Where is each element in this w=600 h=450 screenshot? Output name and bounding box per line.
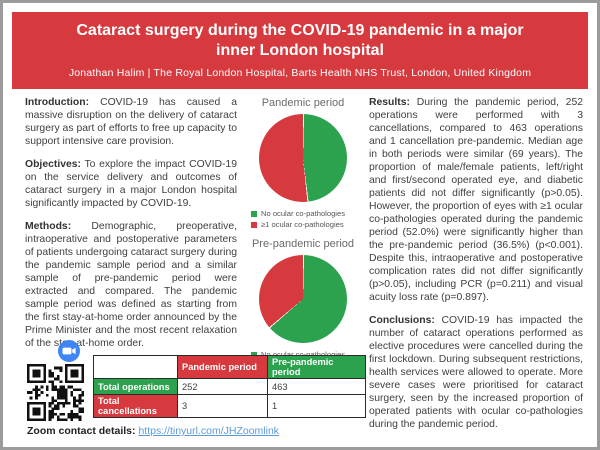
left-column: Introduction: COVID-19 has caused a mass…	[25, 96, 237, 360]
pre-pandemic-pie-title: Pre-pandemic period	[251, 238, 355, 250]
legend-item: ≥1 ocular co-pathologies	[251, 220, 365, 231]
row-label-total-cancellations: Total cancellations	[93, 394, 178, 418]
pandemic-pie-legend: No ocular co-pathologies ≥1 ocular co-pa…	[251, 209, 365, 230]
charts-column: Pandemic period No ocular co-pathologies…	[241, 97, 365, 379]
introduction-paragraph: Introduction: COVID-19 has caused a mass…	[25, 97, 238, 147]
qr-code	[27, 364, 84, 421]
contact-line: Zoom contact details: https://tinyurl.co…	[27, 425, 279, 437]
table-row: Total cancellations 3 1	[93, 394, 366, 418]
total-operations-pre-pandemic: 463	[267, 378, 366, 395]
zoom-video-icon	[57, 339, 81, 363]
row-label-total-operations: Total operations	[93, 378, 178, 395]
table-header-pandemic: Pandemic period	[177, 355, 268, 379]
methods-paragraph: Methods: Demographic, preoperative, intr…	[25, 221, 237, 349]
header-banner: Cataract surgery during the COVID-19 pan…	[12, 12, 588, 89]
legend-item: No ocular co-pathologies	[251, 209, 365, 220]
results-label: Results:	[369, 97, 410, 108]
zoom-contact-link[interactable]: https://tinyurl.com/JHZoomlink	[138, 425, 280, 437]
contact-label: Zoom contact details:	[27, 425, 136, 437]
pre-pandemic-pie-chart: Pre-pandemic period No ocular co-patholo…	[241, 238, 365, 371]
table-header-empty-cell	[93, 355, 178, 379]
table-header-pre-pandemic: Pre-pandemic period	[267, 355, 366, 379]
green-swatch-icon	[251, 211, 257, 218]
objectives-paragraph: Objectives: To explore the impact COVID-…	[25, 159, 237, 209]
results-paragraph: Results: During the pandemic period, 252…	[369, 97, 584, 303]
red-swatch-icon	[251, 221, 257, 228]
pandemic-pie-title: Pandemic period	[261, 97, 345, 109]
total-cancellations-pandemic: 3	[177, 394, 268, 418]
author-line: Jonathan Halim | The Royal London Hospit…	[68, 67, 532, 80]
right-column: Results: During the pandemic period, 252…	[369, 96, 583, 441]
page-title: Cataract surgery during the COVID-19 pan…	[76, 22, 524, 59]
table-header-row: Pandemic period Pre-pandemic period	[93, 355, 366, 379]
introduction-label: Introduction:	[25, 97, 90, 108]
table-row: Total operations 252 463	[93, 378, 366, 395]
pre-pandemic-pie	[259, 255, 347, 343]
objectives-label: Objectives:	[25, 159, 82, 170]
conclusions-label: Conclusions:	[369, 315, 435, 326]
total-operations-pandemic: 252	[177, 378, 268, 395]
conclusions-paragraph: Conclusions: COVID-19 has impacted the n…	[369, 315, 583, 430]
pandemic-pie	[259, 114, 347, 202]
methods-label: Methods:	[25, 221, 72, 232]
pandemic-pie-chart: Pandemic period No ocular co-pathologies…	[241, 97, 365, 230]
summary-table: Pandemic period Pre-pandemic period Tota…	[93, 355, 366, 418]
total-cancellations-pre-pandemic: 1	[267, 394, 366, 418]
